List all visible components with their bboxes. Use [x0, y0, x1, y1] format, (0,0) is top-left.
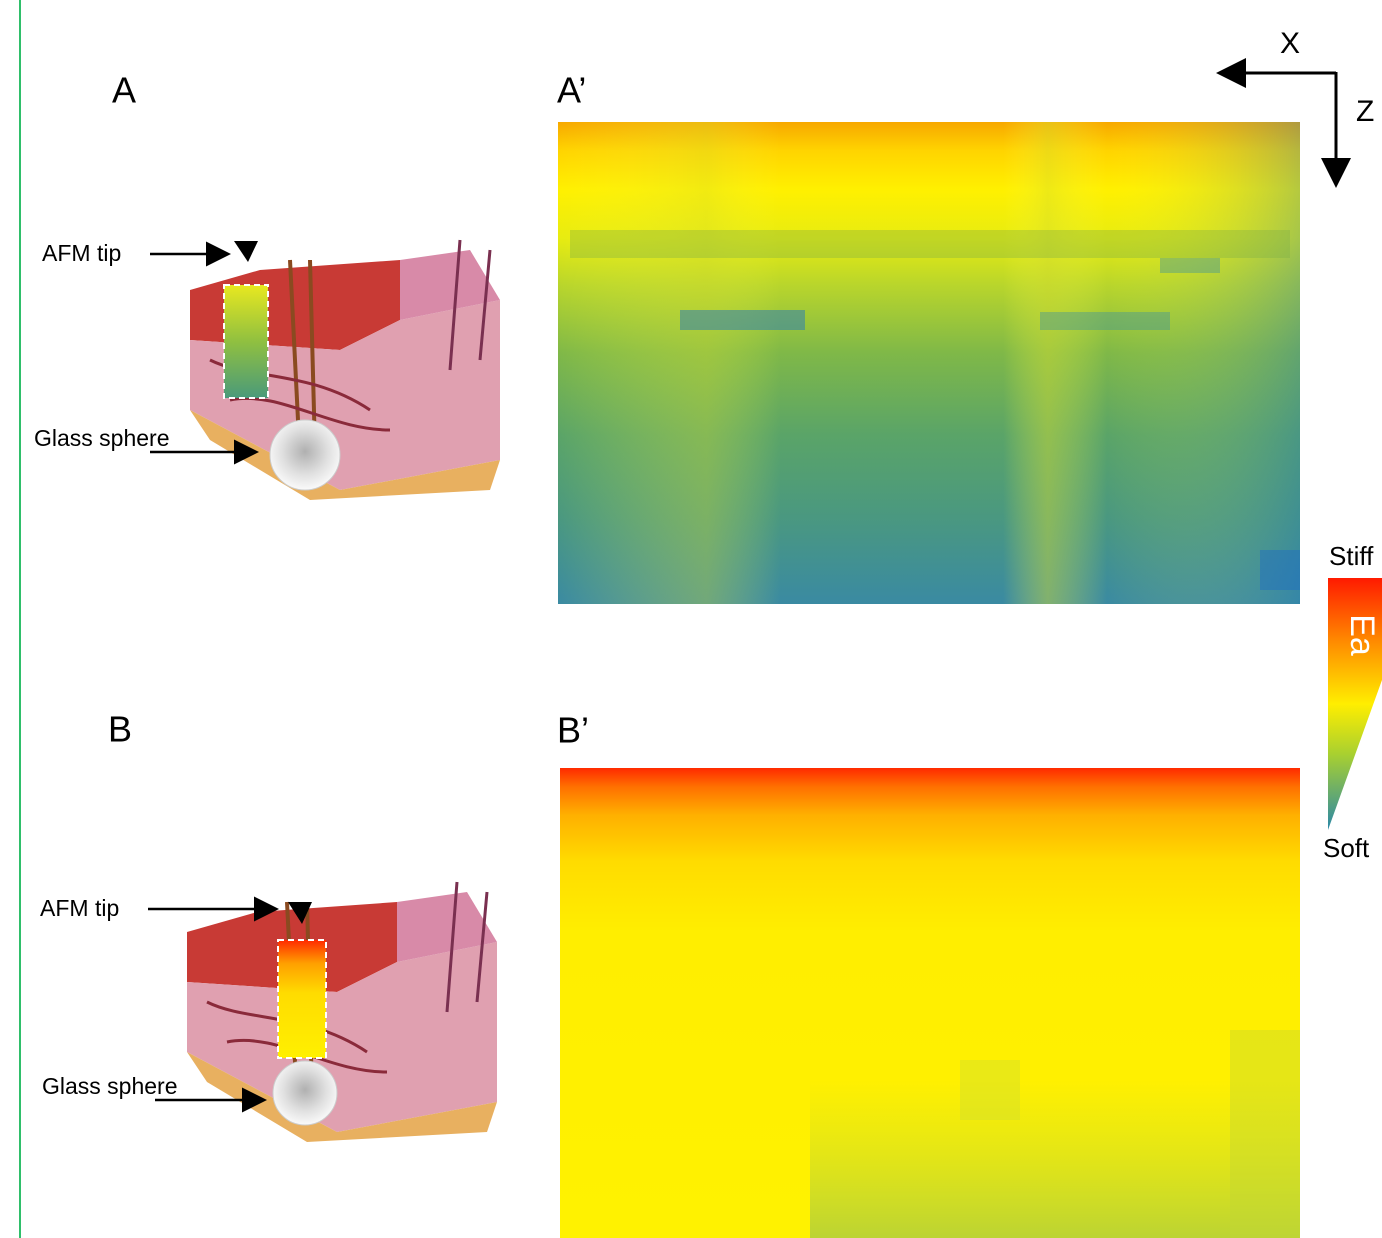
afm-tip-label: AFM tip — [40, 895, 119, 921]
panel-label: B — [108, 709, 132, 750]
heatmap — [560, 768, 1300, 1238]
z-axis-label: Z — [1356, 95, 1374, 128]
inset-map — [278, 940, 326, 1058]
afm-tip — [234, 241, 258, 262]
glass-sphere-label: Glass sphere — [34, 425, 170, 451]
inset-map — [224, 285, 268, 398]
heatmap — [558, 122, 1300, 604]
heatmap-label: A’ — [557, 70, 586, 111]
colorbar-title: Ea — [1343, 614, 1381, 656]
afm-tip-label: AFM tip — [42, 240, 121, 266]
glass-sphere — [273, 1061, 337, 1125]
skin-illustration — [187, 882, 497, 1142]
x-axis-label: X — [1280, 27, 1300, 60]
glass-sphere-label: Glass sphere — [42, 1073, 178, 1099]
colorbar-top-label: Stiff — [1329, 541, 1374, 571]
figure: A A’ AFM tip Glass sphere X Z Stiff Soft… — [0, 0, 1382, 1238]
colorbar-bottom-label: Soft — [1323, 833, 1370, 863]
heatmap-label: B’ — [557, 710, 589, 751]
panel-label: A — [112, 70, 136, 111]
glass-sphere — [270, 420, 340, 490]
